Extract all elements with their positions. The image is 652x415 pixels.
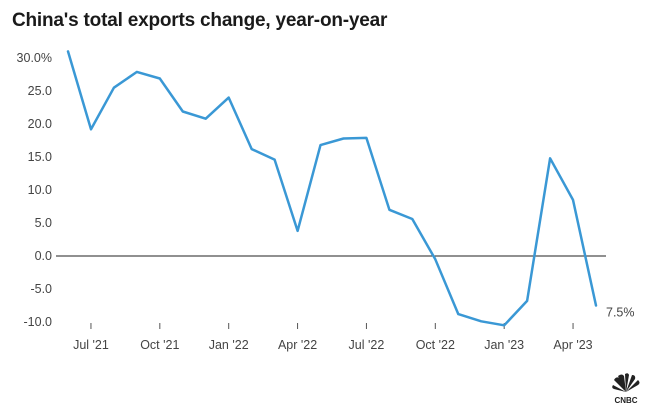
data-point <box>480 320 482 322</box>
data-point <box>365 137 367 139</box>
x-tick-label: Jan '23 <box>484 338 524 352</box>
data-point <box>457 313 459 315</box>
data-point <box>273 158 275 160</box>
annotation-layer: 7.5% <box>606 306 635 320</box>
y-tick-label: 15.0 <box>28 150 52 164</box>
data-point <box>503 324 505 326</box>
x-tick-label: Jan '22 <box>209 338 249 352</box>
data-point <box>549 157 551 159</box>
data-point <box>67 50 69 52</box>
x-tick-label: Jul '22 <box>349 338 385 352</box>
end-value-label: 7.5% <box>606 306 635 320</box>
y-axis: 30.0% 25.0 20.0 15.0 10.0 5.0 0.0 -5.0 -10.0 <box>17 51 606 329</box>
data-point <box>205 118 207 120</box>
y-tick-label: 25.0 <box>28 84 52 98</box>
x-tick-label: Oct '21 <box>140 338 179 352</box>
series-layer <box>66 50 598 327</box>
y-tick-label: 10.0 <box>28 183 52 197</box>
y-tick-label: 5.0 <box>35 216 52 230</box>
y-tick-label: 0.0 <box>35 249 52 263</box>
y-tick-label: 30.0% <box>17 51 52 65</box>
x-tick-label: Apr '23 <box>553 338 592 352</box>
x-axis: Jul '21 Oct '21 Jan '22 Apr '22 Jul '22 Oct '… <box>73 323 593 352</box>
logo-text: CNBC <box>614 396 637 405</box>
y-tick-label: -5.0 <box>30 282 52 296</box>
data-point <box>319 144 321 146</box>
x-tick-label: Oct '22 <box>416 338 455 352</box>
data-point <box>411 218 413 220</box>
data-point <box>388 209 390 211</box>
data-point <box>342 137 344 139</box>
data-point <box>595 304 597 306</box>
data-point <box>90 128 92 130</box>
data-point <box>526 300 528 302</box>
data-point <box>296 230 298 232</box>
data-point <box>159 77 161 79</box>
data-point <box>250 148 252 150</box>
chart-title: China's total exports change, year-on-ye… <box>12 10 388 31</box>
y-tick-label: -10.0 <box>24 315 53 329</box>
data-point <box>227 96 229 98</box>
data-point <box>572 199 574 201</box>
peacock-icon <box>612 373 640 392</box>
data-point <box>113 87 115 89</box>
x-tick-label: Jul '21 <box>73 338 109 352</box>
data-point <box>182 110 184 112</box>
data-point <box>434 258 436 260</box>
data-point <box>136 71 138 73</box>
y-tick-label: 20.0 <box>28 117 52 131</box>
series-line <box>66 50 598 327</box>
cnbc-logo: CNBC <box>608 372 644 406</box>
x-tick-label: Apr '22 <box>278 338 317 352</box>
